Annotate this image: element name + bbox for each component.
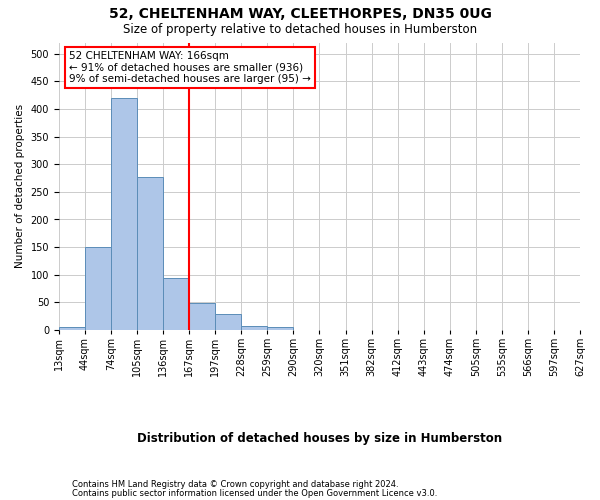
- Text: Contains HM Land Registry data © Crown copyright and database right 2024.: Contains HM Land Registry data © Crown c…: [72, 480, 398, 489]
- Text: Contains public sector information licensed under the Open Government Licence v3: Contains public sector information licen…: [72, 489, 437, 498]
- Bar: [163, 278, 189, 330]
- Bar: [268, 328, 293, 330]
- Bar: [59, 328, 85, 330]
- Bar: [137, 177, 163, 330]
- Bar: [111, 98, 137, 330]
- Text: Size of property relative to detached houses in Humberston: Size of property relative to detached ho…: [123, 22, 477, 36]
- Text: 52, CHELTENHAM WAY, CLEETHORPES, DN35 0UG: 52, CHELTENHAM WAY, CLEETHORPES, DN35 0U…: [109, 8, 491, 22]
- Bar: [241, 326, 268, 330]
- Text: 52 CHELTENHAM WAY: 166sqm
← 91% of detached houses are smaller (936)
9% of semi-: 52 CHELTENHAM WAY: 166sqm ← 91% of detac…: [70, 51, 311, 84]
- Bar: [189, 303, 215, 330]
- Bar: [215, 314, 241, 330]
- Bar: [85, 247, 111, 330]
- Y-axis label: Number of detached properties: Number of detached properties: [15, 104, 25, 268]
- X-axis label: Distribution of detached houses by size in Humberston: Distribution of detached houses by size …: [137, 432, 502, 445]
